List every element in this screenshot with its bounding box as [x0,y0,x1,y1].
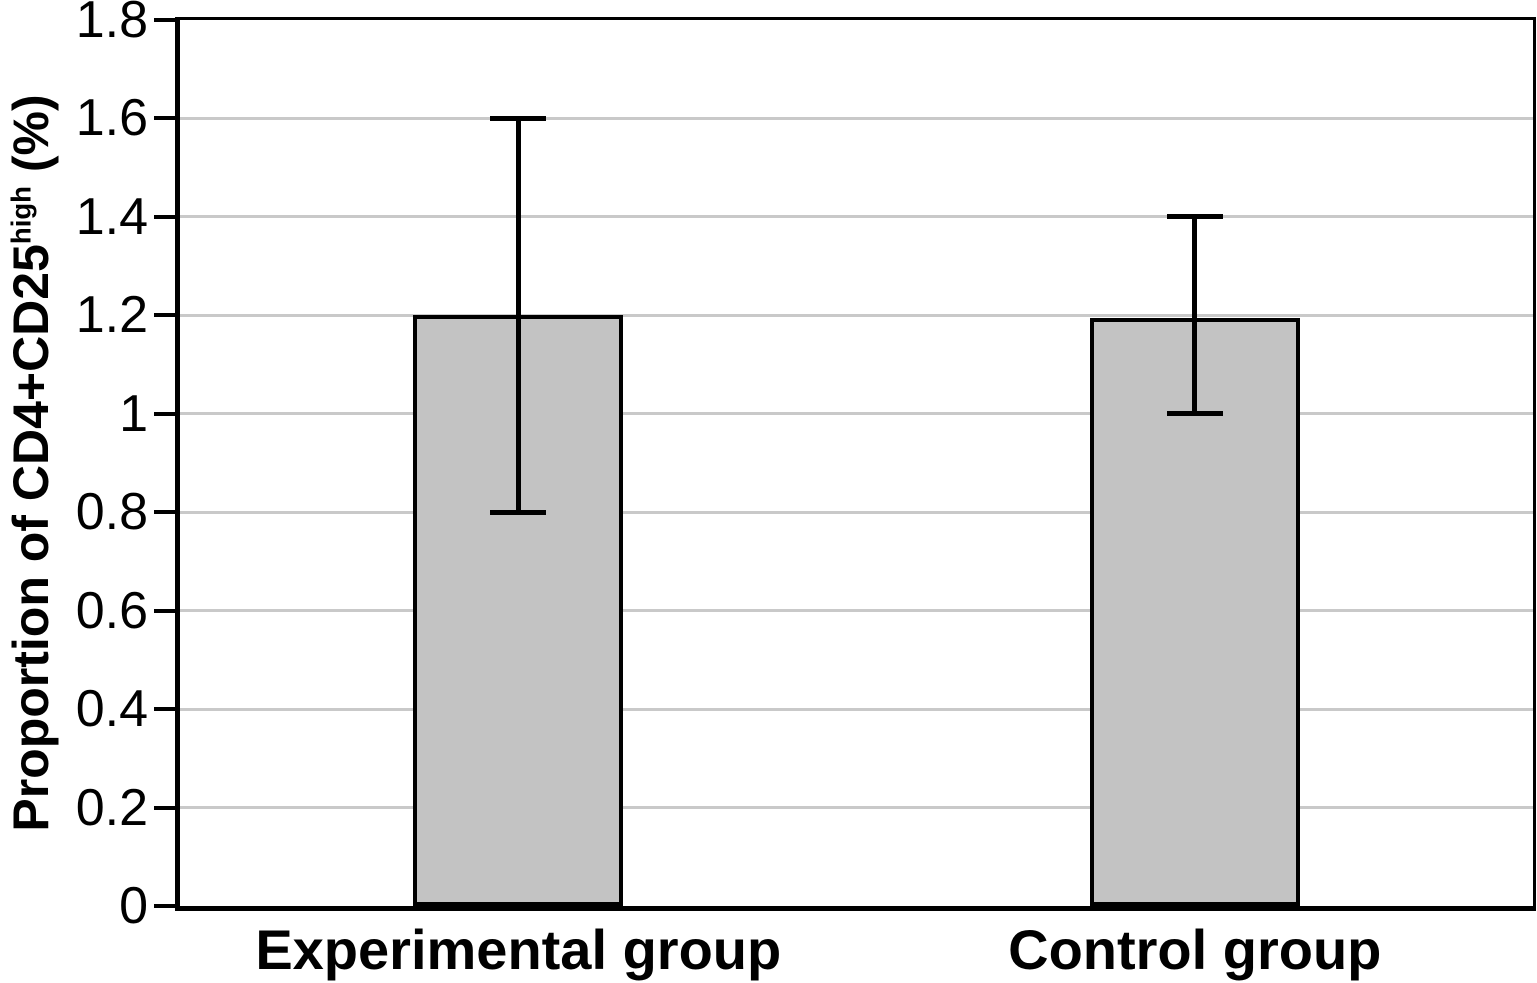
y-tick-label-0.4: 0.4 [75,680,148,739]
gridline-1.2 [180,313,1533,317]
y-tick-label-1: 1 [119,384,148,443]
gridline-0.6 [180,609,1533,613]
y-tick-mark-1.6 [154,116,180,121]
y-tick-mark-0 [154,904,180,908]
error-bar-cap-bottom-control-group [1166,411,1223,417]
error-bar-cap-bottom-experimental-group [490,509,547,515]
error-bar-line-experimental-group [515,118,521,513]
y-axis-label: Proportion of CD4+CD25high (%) [3,20,59,906]
y-tick-label-1.4: 1.4 [75,187,148,246]
gridline-0.2 [180,806,1533,810]
y-tick-label-1.8: 1.8 [75,0,148,49]
error-bar-cap-top-experimental-group [490,115,547,121]
gridline-1.6 [180,116,1533,120]
y-tick-mark-1 [154,411,180,416]
y-tick-label-1.2: 1.2 [75,286,148,345]
y-tick-label-0.2: 0.2 [75,778,148,837]
plot-area [175,17,1536,911]
y-tick-mark-0.4 [154,707,180,712]
error-bar-cap-top-control-group [1166,214,1223,220]
y-tick-mark-0.6 [154,608,180,613]
gridline-1 [180,412,1533,416]
y-tick-label-0.8: 0.8 [75,483,148,542]
gridline-0.8 [180,510,1533,514]
y-tick-label-0: 0 [119,877,148,935]
gridline-1.4 [180,215,1533,219]
y-tick-mark-0.2 [154,805,180,810]
error-bar-line-control-group [1192,216,1198,414]
y-tick-mark-1.8 [154,18,180,22]
y-tick-label-0.6: 0.6 [75,581,148,640]
y-tick-mark-1.4 [154,214,180,219]
x-axis-label-experimental-group: Experimental group [255,918,782,981]
y-tick-mark-0.8 [154,510,180,515]
gridline-0.4 [180,707,1533,711]
x-axis-label-control-group: Control group [1008,918,1382,981]
y-tick-mark-1.2 [154,313,180,318]
y-tick-label-1.6: 1.6 [75,89,148,148]
